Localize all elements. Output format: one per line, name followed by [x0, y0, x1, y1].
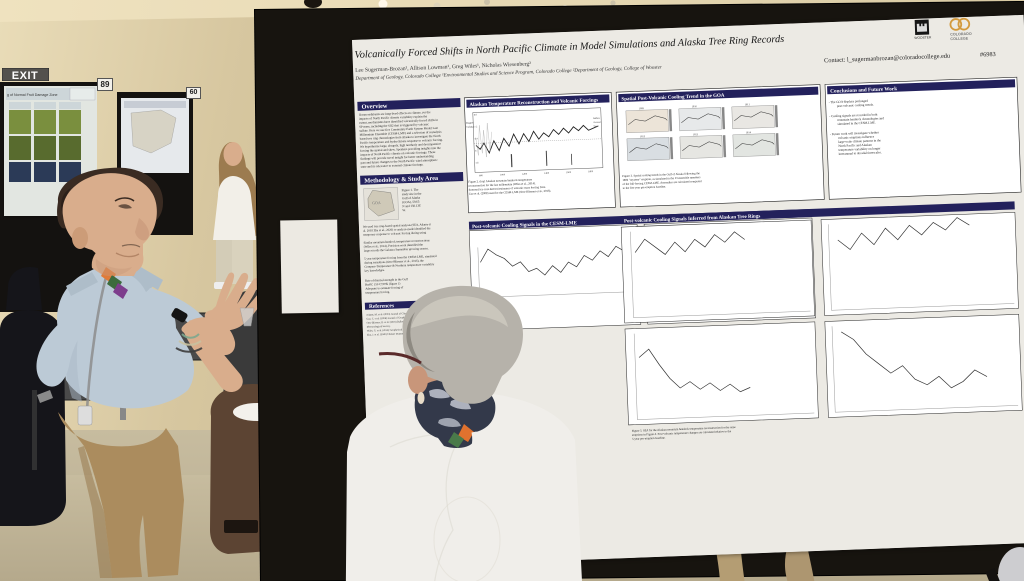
svg-text:Aerosol: Aerosol: [593, 121, 601, 124]
svg-text:1814: 1814: [746, 131, 752, 134]
svg-text:#6983: #6983: [980, 51, 996, 59]
svg-text:1809: 1809: [639, 107, 645, 110]
svg-text:1810: 1810: [692, 105, 698, 108]
svg-text:1800: 1800: [588, 170, 594, 173]
svg-text:EXIT: EXIT: [12, 70, 38, 81]
svg-text:W.: W.: [402, 208, 406, 212]
svg-text:g of Normal Fruit Damage Zone: g of Normal Fruit Damage Zone: [7, 93, 58, 97]
svg-text:1200: 1200: [522, 173, 528, 176]
svg-text:Sulfate: Sulfate: [593, 117, 600, 120]
svg-text:1812: 1812: [640, 135, 646, 138]
svg-text:Overview: Overview: [361, 103, 388, 111]
svg-text:WOOSTER: WOOSTER: [914, 35, 932, 40]
svg-text:1000: 1000: [500, 173, 506, 176]
svg-text:key knowledges.: key knowledges.: [365, 268, 386, 273]
svg-text:COLLEGE: COLLEGE: [950, 36, 969, 41]
svg-text:1811: 1811: [745, 103, 751, 106]
svg-text:Tg): Tg): [593, 125, 597, 128]
svg-text:Celsius: Celsius: [466, 126, 474, 129]
svg-text:1600: 1600: [566, 171, 572, 174]
svg-text:1400: 1400: [544, 172, 550, 175]
svg-text:1813: 1813: [693, 133, 699, 136]
svg-text:Degree: Degree: [466, 121, 474, 124]
svg-text:GOA: GOA: [372, 200, 381, 205]
